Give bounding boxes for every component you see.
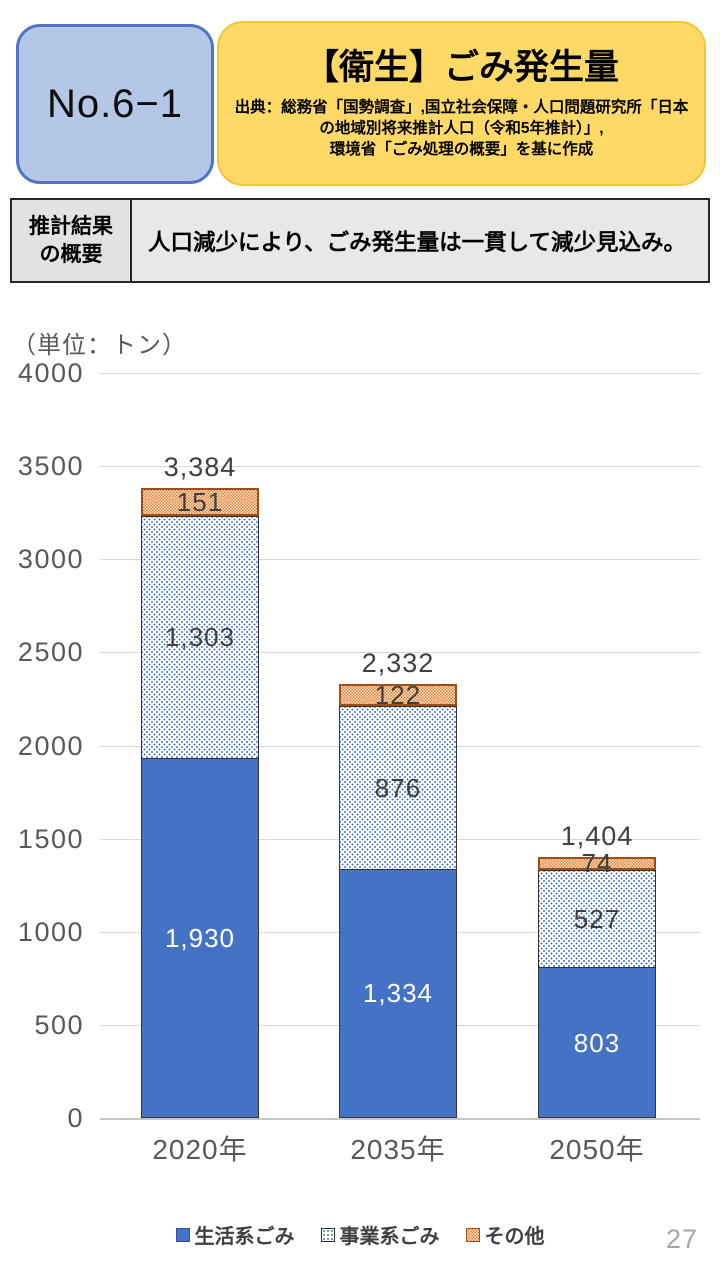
legend-label: 生活系ごみ <box>194 1226 295 1248</box>
y-axis-label-3000: 3000 <box>17 544 84 575</box>
total-label-2035年: 2,332 <box>361 647 435 678</box>
gridline-2500 <box>100 652 700 654</box>
y-axis-label-2500: 2500 <box>17 637 84 668</box>
y-axis-label-1500: 1500 <box>17 823 84 854</box>
summary-table-body-cell: 人口減少により、ごみ発生量は一貫して減少見込み。 <box>132 200 708 281</box>
y-axis-label-2000: 2000 <box>17 730 84 761</box>
legend-swatch-solid-blue-icon <box>175 1227 190 1242</box>
source-line-1: 出典：総務省「国勢調査」,国立社会保障・人口問題研究所「日本 <box>234 99 689 117</box>
legend-swatch-dotted-icon <box>320 1227 335 1242</box>
source-note: 出典：総務省「国勢調査」,国立社会保障・人口問題研究所「日本 の地域別将来推計人… <box>235 98 689 161</box>
bar-2020年: 151 1,303 1,930 <box>141 486 259 1118</box>
bar-2035年: 122 876 1,334 <box>339 680 457 1118</box>
segment-その他: 151 <box>141 486 259 517</box>
segment-value-label: 527 <box>573 904 621 935</box>
segment-事業系ごみ: 876 <box>339 706 457 870</box>
legend-label: 事業系ごみ <box>339 1226 440 1248</box>
x-axis-label-2050年: 2050年 <box>549 1134 645 1165</box>
summary-header-line-1: 推計結果 <box>29 215 113 239</box>
x-axis-label-2020年: 2020年 <box>152 1134 248 1165</box>
segment-value-label: 876 <box>374 772 422 803</box>
segment-生活系ごみ: 1,334 <box>339 869 457 1118</box>
total-label-2020年: 3,384 <box>163 451 237 482</box>
slide-number-box: No.6−1 <box>16 24 214 184</box>
legend-label: その他 <box>484 1226 545 1248</box>
source-line-3: 環境省「ごみ処理の概要」を基に作成 <box>329 141 594 159</box>
segment-value-label: 1,303 <box>164 622 236 653</box>
segment-value-label: 1,930 <box>164 922 236 953</box>
x-axis-label-2035年: 2035年 <box>350 1134 446 1165</box>
gridline-3000 <box>100 559 700 561</box>
summary-header-line-2: の概要 <box>39 242 103 266</box>
chart-unit-label: （単位：トン） <box>12 332 187 359</box>
segment-事業系ごみ: 527 <box>538 870 656 969</box>
segment-生活系ごみ: 803 <box>538 968 656 1118</box>
segment-その他: 74 <box>538 850 656 876</box>
segment-value-label: 803 <box>573 1027 621 1058</box>
gridline-0 <box>100 1118 700 1120</box>
segment-事業系ごみ: 1,303 <box>141 515 259 759</box>
segment-value-label: 74 <box>581 848 613 879</box>
legend-swatch-orange-hatch-icon <box>465 1227 480 1242</box>
total-label-2050年: 1,404 <box>560 820 634 851</box>
page-number: 27 <box>665 1224 698 1254</box>
y-axis-label-500: 500 <box>34 1009 84 1040</box>
summary-table: 推計結果 の概要 人口減少により、ごみ発生量は一貫して減少見込み。 <box>10 198 710 283</box>
legend-item-生活系ごみ: 生活系ごみ <box>175 1220 295 1249</box>
segment-生活系ごみ: 1,930 <box>141 758 259 1118</box>
legend-item-その他: その他 <box>465 1220 545 1249</box>
segment-value-label: 151 <box>176 486 224 517</box>
chart-legend: 生活系ごみ 事業系ごみ その他 <box>0 1220 720 1249</box>
title-box: 【衛生】ごみ発生量 出典：総務省「国勢調査」,国立社会保障・人口問題研究所「日本… <box>217 21 706 186</box>
segment-その他: 122 <box>339 680 457 711</box>
y-axis-label-4000: 4000 <box>17 358 84 388</box>
legend-item-事業系ごみ: 事業系ごみ <box>320 1220 440 1249</box>
page-title: 【衛生】ごみ発生量 <box>303 47 619 87</box>
slide-number-label: No.6−1 <box>46 81 184 126</box>
y-axis-label-1000: 1000 <box>17 916 84 947</box>
summary-table-header-cell: 推計結果 の概要 <box>12 200 132 281</box>
source-line-2: の地域別将来推計人口（令和5年推計）」, <box>319 120 604 138</box>
y-axis-label-0: 0 <box>67 1103 84 1133</box>
segment-value-label: 1,334 <box>362 978 434 1009</box>
y-axis-label-3500: 3500 <box>17 451 84 482</box>
gridline-3500 <box>100 466 700 468</box>
segment-value-label: 122 <box>374 680 422 711</box>
bar-2050年: 74 527 803 <box>538 850 656 1118</box>
gridline-4000 <box>100 373 700 374</box>
